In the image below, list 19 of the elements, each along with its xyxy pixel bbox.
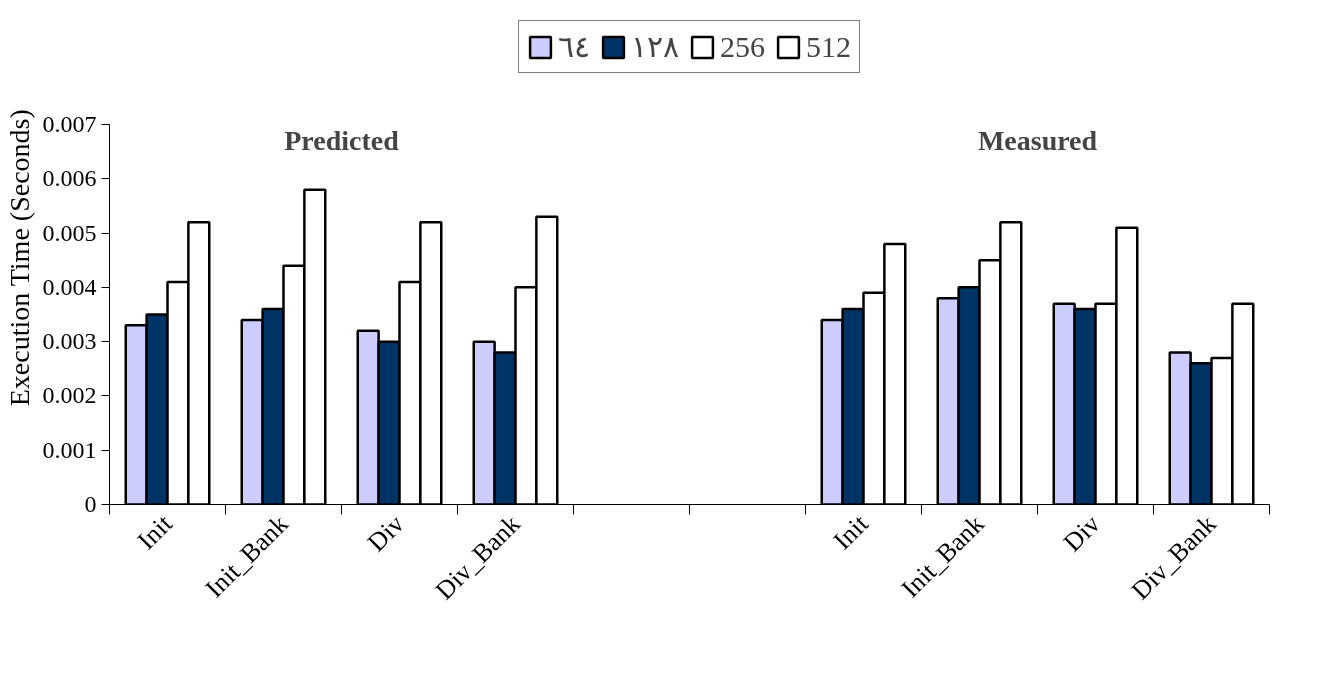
y-tick-label: 0.003 xyxy=(42,328,97,355)
x-tick-label: Init xyxy=(827,508,875,556)
x-tick-label: Init xyxy=(131,508,179,556)
y-tick-label: 0.005 xyxy=(42,219,97,246)
annotation: Measured xyxy=(977,124,1098,156)
x-tick-label: Div xyxy=(1057,509,1106,558)
legend-label: 512 xyxy=(806,29,851,64)
annotation: Predicted xyxy=(284,124,400,156)
legend-label: 256 xyxy=(720,29,765,64)
y-tick-label: 0.007 xyxy=(42,111,97,137)
x-tick-label: Div xyxy=(361,509,410,558)
y-axis-title: Execution Time (Seconds) xyxy=(3,109,35,407)
y-tick-label: 0.001 xyxy=(42,436,97,463)
y-tick-label: 0.006 xyxy=(42,165,97,192)
legend-label: ١٢٨ xyxy=(631,29,679,64)
y-tick-label: 0 xyxy=(84,491,97,517)
legend-label: ٦٤ xyxy=(558,29,590,64)
y-tick-label: 0.002 xyxy=(42,382,97,409)
y-tick-label: 0.004 xyxy=(42,273,97,300)
